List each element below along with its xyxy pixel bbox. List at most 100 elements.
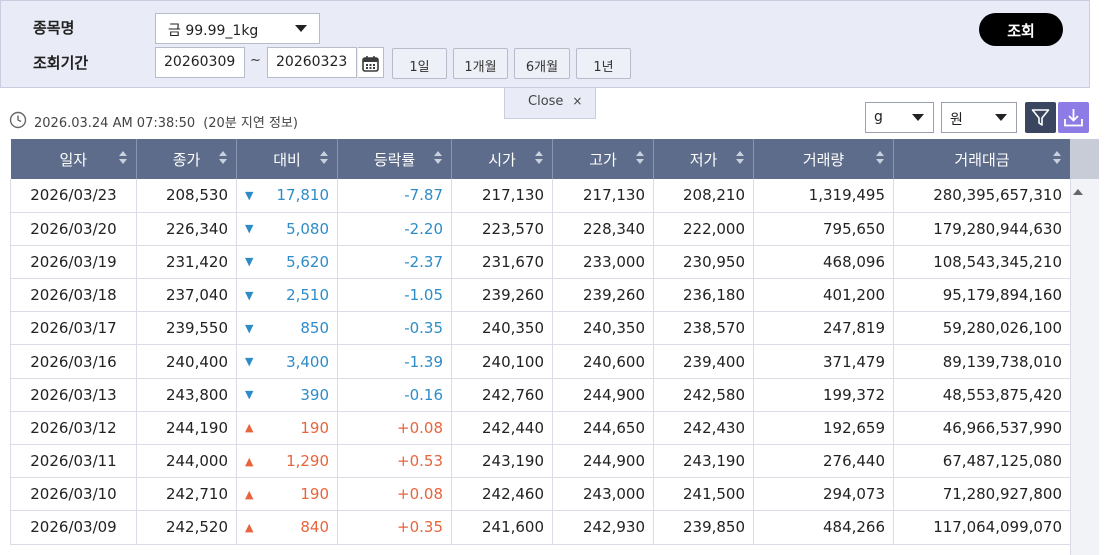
amount-cell: 59,280,026,100 [893, 311, 1072, 346]
amount-cell: 89,139,738,010 [893, 344, 1072, 379]
high-cell: 217,130 [552, 179, 655, 213]
close-cell: 226,340 [136, 212, 237, 246]
download-button[interactable] [1058, 102, 1089, 133]
change-cell: 5,620 [259, 245, 339, 280]
table-body: 2026/03/23 208,530 ▼ 17,810 -7.87 217,130 217,… [10, 179, 1072, 545]
col-header-rate[interactable]: 등락률 [337, 139, 453, 179]
sort-icon [636, 151, 645, 167]
table-row[interactable]: 2026/03/10 242,710 ▲ 190 +0.08 242,460 243,000… [10, 477, 1072, 512]
col-header-date[interactable]: 일자 [10, 139, 137, 179]
close-panel-button[interactable]: Close × [504, 88, 596, 119]
close-cell: 243,800 [136, 378, 237, 412]
amount-cell: 179,280,944,630 [893, 212, 1072, 246]
volume-cell: 371,479 [753, 344, 895, 379]
amount-cell: 67,487,125,080 [893, 444, 1072, 479]
date-cell: 2026/03/17 [10, 311, 137, 346]
col-header-high[interactable]: 고가 [552, 139, 655, 179]
table-row[interactable]: 2026/03/16 240,400 ▼ 3,400 -1.39 240,100 240,6… [10, 344, 1072, 379]
close-cell: 244,000 [136, 444, 237, 479]
volume-cell: 294,073 [753, 477, 895, 512]
col-header-close[interactable]: 종가 [136, 139, 237, 179]
low-cell: 236,180 [653, 278, 755, 313]
currency-unit-select[interactable]: 원 [941, 102, 1017, 133]
period-1year-button[interactable]: 1년 [576, 48, 631, 79]
date-cell: 2026/03/12 [10, 411, 137, 446]
item-label: 종목명 [33, 19, 75, 37]
date-to-input[interactable]: 20260323 [267, 47, 357, 78]
scroll-up-arrow-icon[interactable] [1073, 189, 1083, 195]
date-from-input[interactable]: 20260309 [155, 47, 245, 78]
period-6month-button[interactable]: 6개월 [514, 48, 570, 79]
period-1month-button[interactable]: 1개월 [453, 48, 508, 79]
direction-icon: ▲ [236, 444, 260, 479]
rate-cell: -2.20 [337, 212, 453, 246]
change-cell: 3,400 [259, 344, 339, 379]
col-header-open[interactable]: 시가 [451, 139, 554, 179]
table-row[interactable]: 2026/03/20 226,340 ▼ 5,080 -2.20 223,570 228,3… [10, 212, 1072, 246]
col-header-label: 대비 [273, 150, 301, 169]
direction-icon: ▼ [236, 179, 260, 213]
high-cell: 240,350 [552, 311, 655, 346]
table-row[interactable]: 2026/03/19 231,420 ▼ 5,620 -2.37 231,670 233,0… [10, 245, 1072, 280]
sort-icon [119, 151, 127, 167]
col-header-label: 저가 [689, 150, 718, 169]
table-row[interactable]: 2026/03/13 243,800 ▼ 390 -0.16 242,760 244,900… [10, 378, 1072, 412]
price-table: 일자 종가 대비 등락률 시가 고가 저가 거래량 거래대금 2026/03/2… [10, 139, 1072, 545]
low-cell: 239,850 [653, 510, 755, 545]
sort-icon [320, 151, 329, 167]
rate-cell: -1.39 [337, 344, 453, 379]
col-header-low[interactable]: 저가 [653, 139, 755, 179]
volume-cell: 276,440 [753, 444, 895, 479]
rate-cell: -0.16 [337, 378, 453, 412]
col-header-volume[interactable]: 거래량 [753, 139, 895, 179]
change-cell: 1,290 [259, 444, 339, 479]
volume-cell: 192,659 [753, 411, 895, 446]
volume-cell: 1,319,495 [753, 179, 895, 213]
table-row[interactable]: 2026/03/23 208,530 ▼ 17,810 -7.87 217,130 217,… [10, 179, 1072, 213]
col-header-change[interactable]: 대비 [236, 139, 339, 179]
direction-icon: ▲ [236, 411, 260, 446]
rate-cell: -0.35 [337, 311, 453, 346]
col-header-amount[interactable]: 거래대금 [893, 139, 1072, 179]
filter-button[interactable] [1025, 102, 1056, 133]
high-cell: 242,930 [552, 510, 655, 545]
query-button[interactable]: 조회 [979, 13, 1063, 46]
open-cell: 240,100 [451, 344, 554, 379]
amount-cell: 71,280,927,800 [893, 477, 1072, 512]
chevron-down-icon [995, 114, 1007, 121]
timestamp: 2026.03.24 AM 07:38:50 (20분 지연 정보) [34, 112, 298, 131]
table-row[interactable]: 2026/03/17 239,550 ▼ 850 -0.35 240,350 240,350… [10, 311, 1072, 346]
change-cell: 17,810 [259, 179, 339, 213]
table-row[interactable]: 2026/03/18 237,040 ▼ 2,510 -1.05 239,260 239,2… [10, 278, 1072, 313]
col-header-label: 등락률 [373, 150, 416, 169]
high-cell: 240,600 [552, 344, 655, 379]
high-cell: 239,260 [552, 278, 655, 313]
col-header-label: 거래량 [802, 150, 845, 169]
open-cell: 242,460 [451, 477, 554, 512]
rate-cell: +0.53 [337, 444, 453, 479]
table-row[interactable]: 2026/03/11 244,000 ▲ 1,290 +0.53 243,190 244,9… [10, 444, 1072, 479]
col-header-label: 고가 [589, 150, 617, 169]
open-cell: 240,350 [451, 311, 554, 346]
change-cell: 840 [259, 510, 339, 545]
change-cell: 390 [259, 378, 339, 412]
direction-icon: ▼ [236, 378, 260, 412]
weight-unit-select[interactable]: g [865, 102, 934, 133]
direction-icon: ▼ [236, 245, 260, 280]
amount-cell: 46,966,537,990 [893, 411, 1072, 446]
vertical-scrollbar[interactable] [1070, 139, 1099, 555]
calendar-button[interactable] [358, 47, 384, 78]
date-cell: 2026/03/19 [10, 245, 137, 280]
direction-icon: ▼ [236, 344, 260, 379]
sort-icon [1053, 151, 1062, 167]
item-select[interactable]: 금 99.99_1kg [155, 13, 320, 44]
close-cell: 242,520 [136, 510, 237, 545]
scrollbar-header-corner [1070, 139, 1099, 179]
close-cell: 208,530 [136, 179, 237, 213]
rate-cell: -1.05 [337, 278, 453, 313]
table-row[interactable]: 2026/03/12 244,190 ▲ 190 +0.08 242,440 244,650… [10, 411, 1072, 446]
date-cell: 2026/03/18 [10, 278, 137, 313]
rate-cell: +0.35 [337, 510, 453, 545]
table-row[interactable]: 2026/03/09 242,520 ▲ 840 +0.35 241,600 242,930… [10, 510, 1072, 545]
period-1day-button[interactable]: 1일 [392, 48, 447, 79]
